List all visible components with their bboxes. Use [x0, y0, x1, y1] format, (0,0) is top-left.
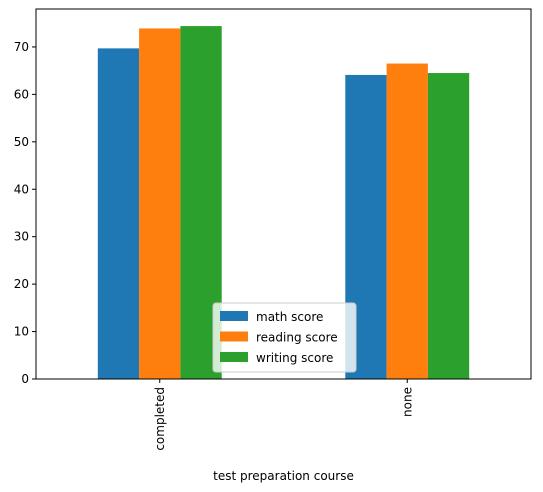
legend-entry-label: reading score [256, 331, 338, 345]
legend-entry-label: writing score [256, 351, 333, 365]
x-axis: completed none [153, 379, 414, 451]
y-tick-label: 10 [14, 325, 29, 339]
y-tick-label: 20 [14, 277, 29, 291]
plot-frame [35, 8, 532, 380]
x-tick-label: none [400, 387, 414, 417]
bars-group [97, 26, 470, 380]
legend: math score reading score writing score [212, 302, 357, 373]
bar-reading-score-completed [139, 28, 181, 379]
y-axis: 0 10 20 30 40 50 60 70 [14, 40, 36, 386]
y-tick-label: 0 [21, 372, 29, 386]
legend-swatch [220, 311, 248, 321]
y-tick-label: 40 [14, 182, 29, 196]
bar-math-score-completed [97, 48, 140, 379]
x-axis-label: test preparation course [213, 469, 354, 483]
y-tick-label: 60 [14, 87, 29, 101]
legend-swatch [220, 352, 248, 362]
y-tick-label: 50 [14, 135, 29, 149]
bar-reading-score-none [386, 63, 428, 380]
y-tick-label: 70 [14, 40, 29, 54]
legend-entry-label: math score [256, 310, 323, 324]
x-tick-label: completed [153, 387, 167, 451]
bar-writing-score-none [427, 73, 470, 380]
y-tick-label: 30 [14, 230, 29, 244]
legend-swatch [220, 331, 248, 342]
legend-box [212, 302, 357, 373]
